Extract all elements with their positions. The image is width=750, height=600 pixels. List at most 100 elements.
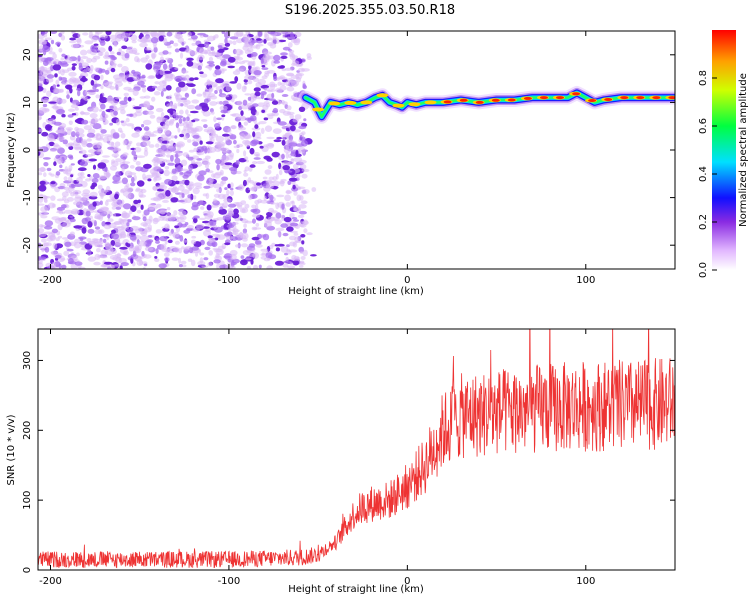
noise-speck (252, 227, 262, 230)
noise-speck (299, 210, 307, 215)
noise-speck (277, 81, 282, 86)
noise-speck (221, 31, 226, 35)
noise-speck (90, 219, 96, 223)
noise-speck (77, 167, 87, 172)
noise-speck (232, 229, 240, 233)
noise-speck (252, 94, 257, 101)
noise-speck (167, 51, 172, 55)
noise-speck (267, 114, 274, 120)
noise-speck (68, 71, 77, 77)
noise-speck (212, 183, 222, 189)
colorbar-tick-label: 0.0 (698, 262, 709, 278)
noise-speck (162, 63, 168, 70)
noise-speck (70, 163, 75, 166)
noise-speck (187, 83, 196, 88)
noise-speck (84, 40, 94, 45)
noise-speck (51, 216, 60, 221)
noise-speck (69, 218, 76, 223)
noise-speck (224, 136, 230, 142)
spectrogram-ytick-label: 10 (22, 96, 33, 109)
noise-speck (191, 235, 197, 239)
noise-speck (181, 42, 185, 46)
noise-speck (165, 145, 174, 149)
noise-speck (200, 206, 205, 210)
noise-speck (257, 102, 265, 107)
noise-speck (201, 105, 210, 112)
noise-speck (185, 109, 189, 115)
noise-speck (38, 107, 47, 114)
noise-speck (56, 198, 64, 202)
noise-speck (160, 90, 164, 97)
noise-speck (251, 127, 261, 131)
noise-speck (198, 217, 206, 221)
noise-speck (115, 118, 121, 126)
noise-speck (289, 222, 299, 227)
noise-speck (67, 261, 77, 265)
noise-speck (52, 242, 58, 249)
noise-speck (67, 114, 74, 118)
noise-speck (58, 48, 63, 53)
noise-speck (62, 221, 71, 228)
noise-speck (139, 96, 146, 99)
noise-speck (285, 145, 290, 151)
noise-speck (247, 96, 252, 101)
noise-speck (295, 149, 299, 157)
noise-speck (106, 96, 115, 104)
noise-speck (153, 91, 161, 96)
noise-speck (180, 159, 188, 166)
noise-speck (131, 150, 136, 156)
noise-speck (154, 256, 158, 259)
noise-speck (178, 257, 182, 264)
noise-speck (100, 244, 104, 248)
noise-speck (281, 203, 285, 210)
noise-speck (227, 203, 237, 208)
noise-speck (114, 81, 123, 87)
noise-speck (38, 86, 44, 92)
noise-speck (91, 144, 101, 149)
noise-speck (206, 80, 214, 86)
spectrogram-xlabel: Height of straight line (km) (288, 286, 424, 297)
noise-speck (234, 76, 239, 83)
noise-speck (219, 105, 228, 111)
noise-speck (155, 240, 160, 244)
noise-speck (70, 43, 80, 49)
noise-speck (38, 197, 43, 203)
noise-speck (219, 55, 224, 61)
colorbar-tick-label: 0.4 (698, 166, 709, 182)
noise-speck (41, 238, 47, 243)
noise-speck (98, 69, 103, 74)
noise-speck (80, 149, 87, 155)
noise-speck (210, 46, 215, 51)
noise-speck (116, 50, 126, 57)
noise-speck (90, 122, 95, 127)
noise-speck (38, 256, 47, 260)
noise-speck (301, 168, 310, 173)
noise-speck (251, 204, 257, 209)
noise-speck (301, 240, 305, 245)
noise-speck (279, 85, 287, 91)
noise-speck (75, 128, 85, 135)
noise-speck (117, 63, 123, 68)
noise-speck (282, 134, 286, 141)
noise-speck (40, 215, 48, 219)
noise-speck (203, 257, 209, 261)
noise-speck (256, 160, 265, 165)
noise-speck (135, 161, 141, 166)
noise-speck (56, 157, 63, 165)
noise-speck (121, 212, 130, 219)
noise-speck (158, 263, 167, 269)
noise-speck (292, 184, 296, 190)
noise-speck (223, 198, 232, 203)
noise-speck (147, 240, 152, 245)
noise-speck (187, 126, 195, 134)
noise-speck (40, 206, 49, 213)
noise-speck (261, 109, 266, 114)
noise-speck (158, 31, 165, 34)
noise-speck (92, 173, 100, 179)
noise-speck (186, 104, 196, 110)
noise-speck (173, 246, 180, 253)
noise-speck (74, 107, 79, 111)
noise-speck (293, 232, 299, 236)
noise-speck (112, 213, 116, 217)
noise-speck (233, 139, 237, 145)
